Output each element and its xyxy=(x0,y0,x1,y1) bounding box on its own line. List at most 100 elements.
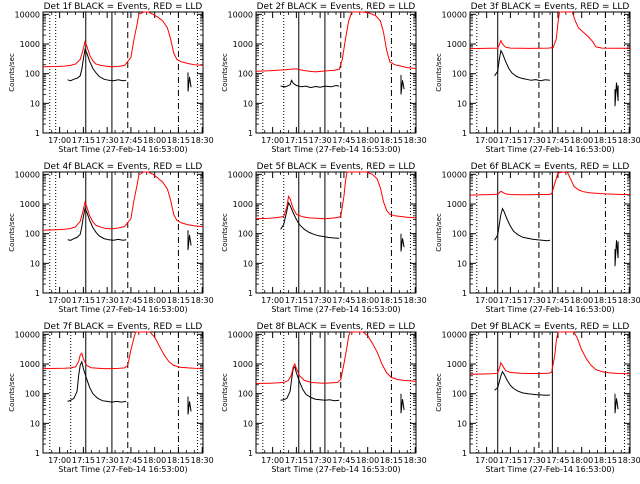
x-tick-label: 17:45 xyxy=(546,136,569,145)
x-tick-label: 18:00 xyxy=(570,296,593,305)
y-tick-label: 100 xyxy=(238,70,253,79)
detector-panel-1: Det 1f BLACK = Events, RED = LLD 1 10 100 10… xyxy=(8,2,214,154)
y-tick-label: 10000 xyxy=(15,330,40,339)
plot-frame xyxy=(469,171,631,294)
x-tick-label: 17:00 xyxy=(475,456,498,465)
plot-frame xyxy=(42,331,204,454)
y-tick-label: 10 xyxy=(243,259,253,268)
y-axis-label: Counts/sec xyxy=(8,373,16,412)
lld-rate-line xyxy=(255,171,417,220)
y-tick-label: 10 xyxy=(457,259,467,268)
y-tick-label: 1000 xyxy=(233,200,253,209)
y-tick-label: 1000 xyxy=(20,360,40,369)
y-tick-label: 1 xyxy=(35,129,40,138)
plot-frame xyxy=(42,11,204,134)
y-axis-label: Counts/sec xyxy=(8,213,16,252)
y-tick-label: 1 xyxy=(35,449,40,458)
y-axis-label: Counts/sec xyxy=(221,213,229,252)
plot-frame xyxy=(255,171,417,294)
detector-panel-8: Det 8f BLACK = Events, RED = LLD 1 10 100 10… xyxy=(221,322,427,474)
x-tick-label: 18:30 xyxy=(618,456,640,465)
event-rate-line xyxy=(280,79,340,89)
x-tick-label: 17:45 xyxy=(546,296,569,305)
x-tick-label: 17:30 xyxy=(523,296,546,305)
x-tick-label: 18:30 xyxy=(404,456,427,465)
x-tick-label: 18:30 xyxy=(618,136,640,145)
y-axis-label: Counts/sec xyxy=(435,373,443,412)
x-tick-label: 18:15 xyxy=(380,296,403,305)
detector-panel-9: Det 9f BLACK = Events, RED = LLD 1 10 100 10… xyxy=(435,322,640,474)
panel-title: Det 7f BLACK = Events, RED = LLD xyxy=(44,322,203,332)
x-tick-label: 18:30 xyxy=(191,296,214,305)
y-tick-label: 10000 xyxy=(228,330,253,339)
x-axis-label: Start Time (27-Feb-14 16:53:00) xyxy=(271,465,400,474)
event-rate-segment xyxy=(187,396,192,415)
x-tick-label: 17:00 xyxy=(261,456,284,465)
x-tick-label: 17:15 xyxy=(499,296,522,305)
plot-frame xyxy=(42,171,204,294)
x-tick-label: 18:15 xyxy=(167,456,190,465)
plot-frame xyxy=(469,11,631,134)
x-tick-label: 18:00 xyxy=(570,456,593,465)
y-tick-label: 1 xyxy=(248,129,253,138)
x-tick-label: 17:30 xyxy=(96,136,119,145)
y-tick-label: 1000 xyxy=(447,360,467,369)
x-tick-label: 17:30 xyxy=(96,456,119,465)
x-tick-label: 18:00 xyxy=(356,456,379,465)
x-axis-label: Start Time (27-Feb-14 16:53:00) xyxy=(58,145,187,154)
y-tick-label: 10000 xyxy=(228,170,253,179)
event-rate-line xyxy=(280,201,340,239)
x-axis-label: Start Time (27-Feb-14 16:53:00) xyxy=(271,305,400,314)
y-tick-label: 100 xyxy=(25,390,40,399)
x-tick-label: 18:00 xyxy=(143,136,166,145)
lld-rate-line xyxy=(42,331,204,370)
x-tick-label: 17:00 xyxy=(475,136,498,145)
y-tick-label: 10 xyxy=(457,419,467,428)
event-rate-segment xyxy=(400,233,405,252)
x-axis-label: Start Time (27-Feb-14 16:53:00) xyxy=(271,145,400,154)
event-rate-line xyxy=(67,360,127,403)
x-tick-label: 18:15 xyxy=(380,456,403,465)
y-tick-label: 10 xyxy=(30,419,40,428)
x-tick-label: 18:00 xyxy=(356,136,379,145)
lld-rate-line xyxy=(469,171,630,196)
detector-panel-4: Det 4f BLACK = Events, RED = LLD 1 10 100 10… xyxy=(8,162,214,314)
x-tick-label: 17:45 xyxy=(546,456,569,465)
y-tick-label: 1 xyxy=(462,289,467,298)
event-rate-segment xyxy=(187,72,192,92)
y-tick-label: 1000 xyxy=(20,200,40,209)
x-axis-label: Start Time (27-Feb-14 16:53:00) xyxy=(58,465,187,474)
event-rate-segment xyxy=(614,82,619,107)
y-axis-label: Counts/sec xyxy=(8,53,16,92)
x-tick-label: 17:15 xyxy=(72,136,95,145)
y-tick-label: 1 xyxy=(248,289,253,298)
y-tick-label: 1000 xyxy=(447,40,467,49)
y-tick-label: 1000 xyxy=(233,360,253,369)
lld-rate-line xyxy=(469,331,631,375)
x-tick-label: 17:00 xyxy=(48,296,71,305)
x-tick-label: 17:30 xyxy=(309,136,332,145)
x-tick-label: 18:30 xyxy=(618,296,640,305)
x-tick-label: 18:15 xyxy=(594,136,617,145)
x-tick-label: 17:30 xyxy=(96,296,119,305)
panel-title: Det 6f BLACK = Events, RED = LLD xyxy=(471,162,630,172)
x-tick-label: 17:45 xyxy=(332,456,355,465)
x-tick-label: 18:00 xyxy=(570,136,593,145)
x-tick-label: 17:30 xyxy=(309,456,332,465)
detector-panel-6: Det 6f BLACK = Events, RED = LLD 1 10 100 10… xyxy=(435,162,640,314)
event-rate-line xyxy=(494,207,551,242)
y-tick-label: 10 xyxy=(243,419,253,428)
x-tick-label: 18:30 xyxy=(404,296,427,305)
x-tick-label: 18:00 xyxy=(356,296,379,305)
x-tick-label: 17:45 xyxy=(119,136,142,145)
panel-title: Det 5f BLACK = Events, RED = LLD xyxy=(257,162,416,172)
x-tick-label: 17:45 xyxy=(332,136,355,145)
panel-title: Det 9f BLACK = Events, RED = LLD xyxy=(471,322,630,332)
y-tick-label: 1 xyxy=(35,289,40,298)
x-tick-label: 17:15 xyxy=(72,456,95,465)
x-tick-label: 17:15 xyxy=(72,296,95,305)
x-tick-label: 17:45 xyxy=(119,456,142,465)
lld-rate-line xyxy=(42,171,204,231)
x-tick-label: 18:00 xyxy=(143,456,166,465)
